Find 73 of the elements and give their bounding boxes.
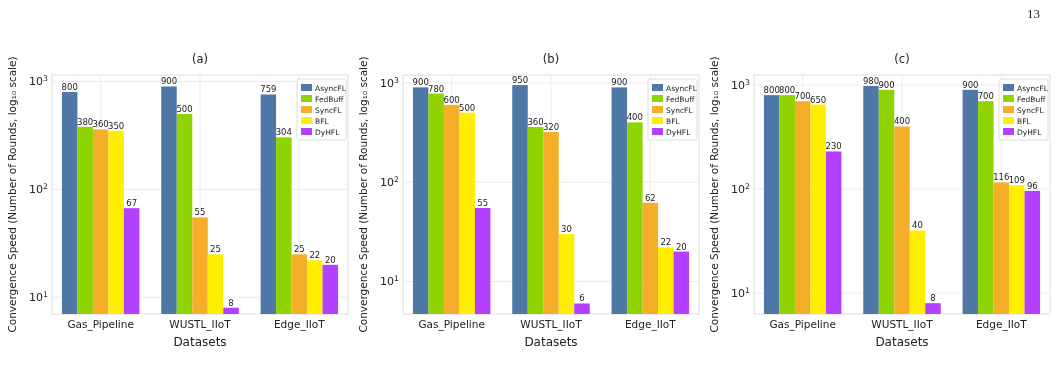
x-axis-title: Datasets bbox=[173, 335, 227, 349]
data-label: 400 bbox=[893, 116, 911, 127]
data-label: 700 bbox=[977, 91, 994, 102]
data-label: 380 bbox=[77, 116, 94, 127]
data-label: 500 bbox=[459, 102, 476, 113]
data-label: 25 bbox=[293, 244, 305, 255]
data-label: 30 bbox=[561, 224, 572, 235]
data-label: 500 bbox=[176, 104, 193, 115]
data-label: 900 bbox=[412, 77, 429, 88]
data-label: 900 bbox=[878, 79, 895, 90]
data-label: 55 bbox=[477, 197, 489, 208]
y-tick-label: 10$^{2}$ bbox=[29, 181, 49, 197]
data-label: 600 bbox=[443, 94, 460, 105]
data-label: 759 bbox=[260, 84, 277, 95]
text: 13 bbox=[1027, 6, 1040, 21]
data-label: 8 bbox=[228, 297, 234, 308]
data-label: 67 bbox=[126, 198, 138, 209]
data-label: 22 bbox=[309, 250, 321, 261]
data-label: 6 bbox=[579, 293, 585, 304]
y-tick-label: 10$^{1}$ bbox=[29, 289, 49, 305]
data-label: 22 bbox=[660, 237, 672, 248]
y-axis-title: Convergence Speed (Number of Rounds, log₁₀ scale) bbox=[6, 56, 18, 333]
x-tick-label: Gas_Pipeline bbox=[418, 318, 485, 331]
data-label: 8 bbox=[930, 293, 936, 304]
data-label: 109 bbox=[1008, 175, 1025, 186]
data-label: 350 bbox=[108, 120, 125, 131]
x-axis-title: Datasets bbox=[875, 335, 929, 349]
data-label: 20 bbox=[675, 241, 687, 252]
y-tick-label: 10$^{3}$ bbox=[731, 77, 751, 92]
data-label: 400 bbox=[626, 112, 643, 123]
data-label: 116 bbox=[993, 172, 1010, 183]
data-label: 900 bbox=[611, 77, 628, 88]
y-tick-label: 10$^{2}$ bbox=[380, 174, 400, 189]
x-tick-label: WUSTL_IIoT bbox=[520, 318, 583, 331]
data-label: 650 bbox=[810, 94, 827, 105]
x-tick-label: Gas_Pipeline bbox=[67, 318, 134, 331]
y-tick-label: 10$^{3}$ bbox=[380, 75, 400, 90]
y-tick-label: 10$^{3}$ bbox=[29, 73, 49, 89]
chart-title: (b) bbox=[542, 52, 560, 66]
x-tick-label: Edge_IIoT bbox=[273, 318, 326, 331]
x-tick-label: Edge_IIoT bbox=[975, 318, 1028, 331]
data-label: 360 bbox=[527, 116, 544, 127]
data-label: 800 bbox=[61, 82, 78, 92]
data-label: 700 bbox=[794, 91, 811, 102]
x-tick-label: WUSTL_IIoT bbox=[169, 318, 232, 331]
y-axis-title: Convergence Speed (Number of Rounds, log₁₀ scale) bbox=[357, 56, 369, 333]
y-tick-label: 10$^{1}$ bbox=[380, 273, 400, 289]
x-tick-label: Gas_Pipeline bbox=[769, 318, 836, 331]
y-tick-label: 10$^{2}$ bbox=[731, 181, 751, 196]
data-label: 40 bbox=[912, 220, 923, 231]
data-label: 900 bbox=[160, 76, 178, 87]
data-label: 320 bbox=[542, 122, 560, 132]
data-label: 980 bbox=[862, 75, 880, 86]
chart-title: (c) bbox=[894, 52, 910, 66]
data-label: 96 bbox=[1026, 180, 1038, 191]
data-label: 900 bbox=[962, 79, 979, 90]
data-label: 62 bbox=[644, 192, 656, 203]
data-label: 360 bbox=[92, 119, 109, 130]
y-axis-title: Convergence Speed (Number of Rounds, log₁₀ scale) bbox=[708, 56, 720, 333]
x-axis-title: Datasets bbox=[524, 335, 578, 349]
data-label: 55 bbox=[194, 207, 206, 218]
data-label: 780 bbox=[428, 83, 445, 94]
data-label: 800 bbox=[763, 85, 780, 96]
data-label: 230 bbox=[825, 141, 842, 152]
y-tick-label: 10$^{1}$ bbox=[731, 285, 751, 300]
data-label: 950 bbox=[511, 75, 529, 86]
data-label: 25 bbox=[210, 244, 221, 255]
x-tick-label: WUSTL_IIoT bbox=[871, 318, 934, 331]
data-label: 304 bbox=[275, 127, 292, 138]
x-tick-label: Edge_IIoT bbox=[624, 318, 677, 331]
data-label: 800 bbox=[779, 85, 796, 96]
data-label: 20 bbox=[324, 254, 336, 265]
chart-title: (a) bbox=[191, 52, 209, 66]
